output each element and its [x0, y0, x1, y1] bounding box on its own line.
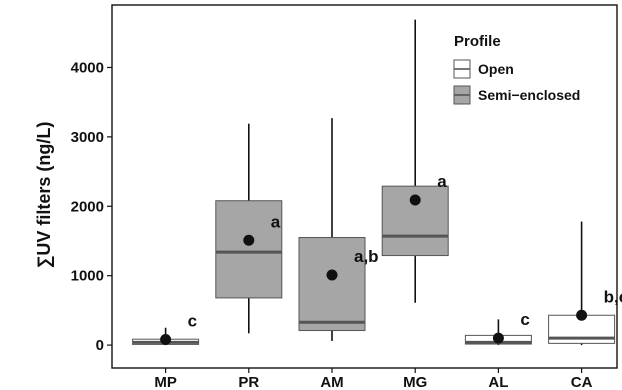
y-axis-title: ∑UV filters (ng/L) [34, 122, 54, 269]
x-tick-label: MG [403, 374, 427, 390]
mean-point [160, 334, 172, 346]
legend: Profile Open Semi−enclosed [453, 33, 580, 105]
y-tick-label: 3000 [71, 129, 104, 146]
significance-label: c [520, 310, 529, 329]
significance-label: a,b [354, 247, 379, 266]
x-tick-label: CA [571, 374, 593, 390]
significance-label: a [437, 172, 447, 191]
x-tick-label: AM [320, 374, 343, 390]
legend-title: Profile [454, 33, 501, 50]
y-tick-label: 1000 [71, 268, 104, 285]
mean-point [326, 269, 338, 281]
x-tick-label: AL [488, 374, 508, 390]
mean-point [409, 194, 421, 206]
y-tick-label: 2000 [71, 198, 104, 215]
plot-area: 0 1000 2000 3000 4000 c MP a PR a,b AM a MG c AL b,c CA [71, 4, 622, 390]
significance-label: b,c [604, 287, 622, 306]
mean-point [576, 309, 588, 321]
box-am [298, 237, 366, 332]
mean-point [492, 332, 504, 344]
legend-label-open: Open [478, 61, 514, 77]
y-tick-label: 0 [96, 337, 104, 354]
y-axis-title-group: ∑UV filters (ng/L) [34, 122, 54, 269]
significance-label: c [188, 312, 197, 331]
plot-border [111, 4, 618, 369]
x-tick-label: PR [238, 374, 259, 390]
legend-label-semi: Semi−enclosed [478, 87, 580, 103]
mean-point [243, 234, 255, 246]
y-tick-label: 4000 [71, 59, 104, 76]
x-tick-label: MP [154, 374, 177, 390]
significance-label: a [271, 212, 281, 231]
box-pr [215, 200, 283, 299]
